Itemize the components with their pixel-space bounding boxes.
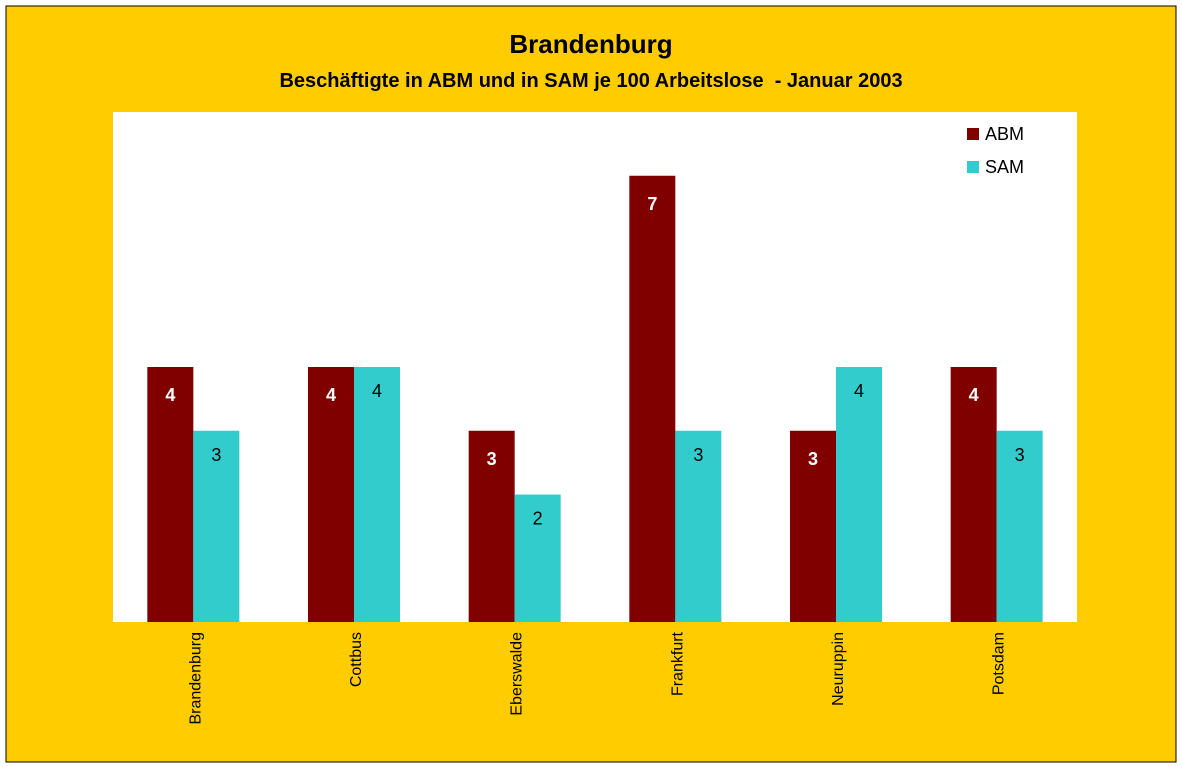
data-label: 4	[372, 381, 382, 401]
bar	[468, 430, 515, 622]
data-label: 4	[326, 385, 336, 405]
bar	[354, 367, 400, 622]
bar	[308, 367, 354, 622]
bar	[836, 367, 882, 622]
x-tick-label: Neuruppin	[830, 632, 847, 706]
plot-area	[113, 112, 1077, 622]
bar	[996, 430, 1043, 622]
data-label: 3	[211, 445, 221, 465]
bar	[147, 367, 194, 622]
data-label: 4	[854, 381, 864, 401]
x-tick-label: Eberswalde	[509, 632, 526, 716]
x-tick-label: Potsdam	[991, 632, 1008, 695]
data-label: 2	[533, 509, 543, 529]
x-tick-label: Brandenburg	[187, 632, 204, 725]
bar	[193, 430, 240, 622]
bar	[790, 430, 836, 622]
legend-swatch	[967, 161, 979, 173]
data-label: 7	[647, 194, 657, 214]
x-tick-label: Frankfurt	[669, 631, 686, 696]
data-label: 4	[165, 385, 175, 405]
data-label: 3	[808, 449, 818, 469]
chart-title: Brandenburg	[509, 29, 672, 59]
chart-subtitle: Beschäftigte in ABM und in SAM je 100 Ar…	[279, 70, 902, 92]
data-label: 3	[487, 449, 497, 469]
bar	[950, 367, 997, 622]
legend-swatch	[967, 128, 979, 140]
data-label: 3	[693, 445, 703, 465]
x-tick-label: Cottbus	[348, 632, 365, 687]
legend-label: ABM	[985, 124, 1024, 144]
bar	[675, 430, 722, 622]
bar	[514, 494, 561, 622]
data-label: 3	[1015, 445, 1025, 465]
data-label: 4	[969, 385, 979, 405]
legend-label: SAM	[985, 157, 1024, 177]
bar	[629, 175, 676, 622]
